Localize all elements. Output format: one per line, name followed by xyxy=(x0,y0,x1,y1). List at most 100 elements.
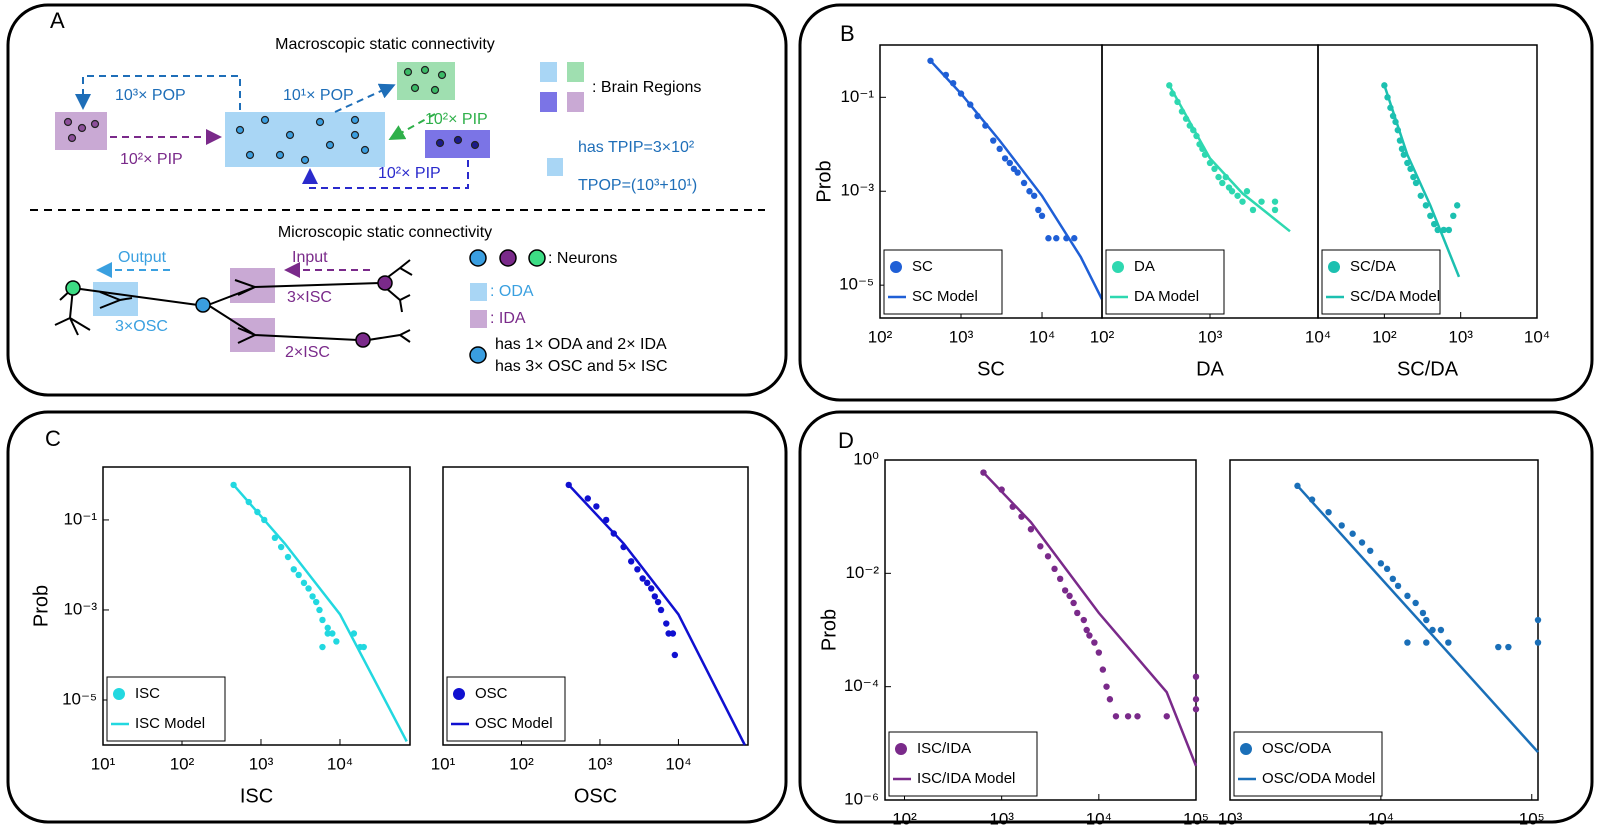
model-line xyxy=(1296,484,1539,753)
panel-frame xyxy=(798,3,1594,402)
point xyxy=(1056,575,1064,583)
point xyxy=(1534,616,1542,624)
legend-label: OSC Model xyxy=(475,715,553,732)
point xyxy=(651,593,659,600)
legend-box xyxy=(567,92,584,112)
label: 10²× PIP xyxy=(378,165,441,182)
point xyxy=(1383,565,1391,573)
point xyxy=(1053,235,1060,242)
point xyxy=(1412,599,1419,607)
point xyxy=(1112,713,1120,720)
point xyxy=(1099,666,1107,673)
label: 10¹× POP xyxy=(283,87,354,104)
x-tick-label: 10¹ xyxy=(91,754,116,773)
panel-label: D xyxy=(838,428,854,453)
panel-frame xyxy=(798,410,1594,824)
x-tick-label: 10⁵ xyxy=(1183,809,1209,827)
point xyxy=(1001,155,1009,162)
label: 10²× PIP xyxy=(425,111,488,128)
model-line xyxy=(232,484,408,742)
label: has TPIP=3×10² xyxy=(578,139,695,156)
diagram: Macroscopic static connectivity 10³× POP… xyxy=(30,36,765,375)
x-tick-label: 10² xyxy=(892,809,917,827)
x-tick-label: 10⁴ xyxy=(327,754,353,773)
point xyxy=(1095,649,1103,656)
panel-label: B xyxy=(840,21,855,46)
legend-label: OSC/ODA xyxy=(1262,740,1331,757)
x-tick-label: 10² xyxy=(868,327,893,346)
y-tick-label: 10⁻⁵ xyxy=(839,275,874,294)
subplot: 10¹ 10² 10³ 10⁴ OSC OSC OSC Model xyxy=(431,466,749,807)
legend-label: ISC/IDA xyxy=(917,740,971,757)
point xyxy=(1427,212,1434,220)
x-tick-label: 10³ xyxy=(1198,327,1223,346)
point xyxy=(634,566,641,573)
point xyxy=(1192,673,1200,680)
point xyxy=(271,534,279,542)
label: Input xyxy=(292,249,328,266)
x-axis-label: SC/DA xyxy=(1397,358,1459,380)
x-axis-label: ISC xyxy=(240,785,273,807)
x-tick-label: 10⁴ xyxy=(1086,809,1112,827)
point xyxy=(1027,526,1035,533)
point xyxy=(312,598,320,606)
legend-marker xyxy=(890,261,902,273)
y-axis-label: Prob xyxy=(813,160,835,202)
legend-label: OSC xyxy=(475,685,508,702)
point xyxy=(1394,582,1402,590)
point xyxy=(1358,539,1366,546)
neuron xyxy=(377,275,393,291)
legend-box xyxy=(883,249,1003,315)
x-tick-label: 10² xyxy=(1090,327,1115,346)
legend-marker xyxy=(453,688,465,700)
point xyxy=(996,145,1003,153)
x-tick-label: 10⁴ xyxy=(1368,809,1394,827)
point xyxy=(1030,192,1038,199)
neuron xyxy=(195,297,211,313)
legend-box xyxy=(540,92,557,112)
legend-neuron xyxy=(499,249,517,267)
point xyxy=(1423,616,1430,624)
diagram-title: Macroscopic static connectivity xyxy=(275,36,495,53)
plot-frame xyxy=(102,466,411,746)
point xyxy=(1412,179,1420,187)
point xyxy=(1453,202,1461,209)
legend-marker xyxy=(1112,261,1124,273)
neuron xyxy=(355,332,371,348)
subplot: 10² 10³ 10⁴ 10⁻¹ 10⁻³ 10⁻⁵ SC Prob SC SC Model xyxy=(813,44,1104,380)
legend-box xyxy=(1321,249,1441,315)
point xyxy=(648,585,655,592)
point xyxy=(1091,639,1098,646)
y-tick-label: 10⁻⁶ xyxy=(844,789,879,808)
x-axis-label: OSC xyxy=(574,785,617,807)
legend-label: DA xyxy=(1134,258,1155,275)
legend-marker xyxy=(895,743,907,755)
label: : Neurons xyxy=(548,250,617,267)
y-tick-label: 10⁻² xyxy=(845,563,879,582)
plot-frame xyxy=(442,466,749,746)
x-tick-label: 10³ xyxy=(1218,809,1243,827)
point xyxy=(1134,713,1141,720)
point xyxy=(1035,206,1042,214)
legend-box xyxy=(1105,249,1225,315)
point xyxy=(305,585,312,592)
x-tick-label: 10³ xyxy=(989,809,1014,827)
point xyxy=(627,558,635,565)
x-tick-label: 10⁵ xyxy=(1519,809,1545,827)
point xyxy=(1271,206,1279,214)
y-axis-label: Prob xyxy=(818,609,840,651)
point xyxy=(990,137,997,144)
point xyxy=(319,643,326,651)
point xyxy=(1271,198,1279,205)
y-tick-label: 10⁻¹ xyxy=(840,87,874,106)
x-tick-label: 10² xyxy=(1372,327,1397,346)
legend-label: ISC Model xyxy=(135,715,205,732)
y-axis-label: Prob xyxy=(30,585,52,627)
point xyxy=(1037,543,1044,550)
point xyxy=(1445,226,1453,234)
point xyxy=(1014,169,1021,176)
point xyxy=(1044,553,1052,560)
